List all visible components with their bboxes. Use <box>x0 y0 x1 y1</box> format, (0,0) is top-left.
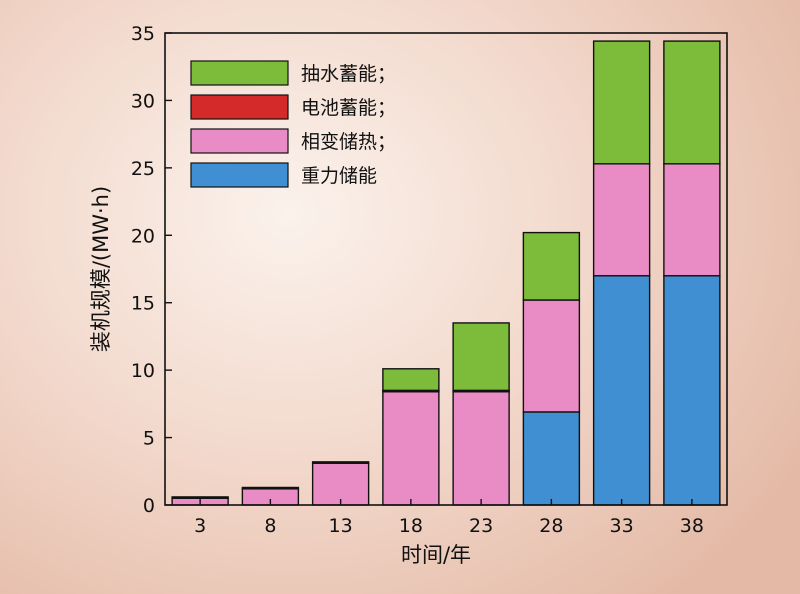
y-tick-label-10: 10 <box>131 360 155 382</box>
bar-segment-23-series-3 <box>452 322 510 392</box>
bar-segment-8-series-2 <box>241 486 300 490</box>
bar-segment-18-series-1 <box>382 391 440 506</box>
y-axis: 0 5 10 15 20 25 30 35 <box>131 23 172 517</box>
legend-swatch-3 <box>190 162 289 188</box>
y-tick-label-25: 25 <box>131 158 155 180</box>
legend: 抽水蓄能； 电池蓄能； 相变储热； 重力储能 <box>190 60 396 188</box>
bar-segment-38-series-0 <box>663 275 721 506</box>
x-tick-label-33: 33 <box>610 515 634 537</box>
bar-segment-28-series-3 <box>522 231 581 301</box>
legend-label-0: 抽水蓄能； <box>301 63 396 85</box>
y-tick-label-30: 30 <box>131 90 155 112</box>
y-tick-label-20: 20 <box>131 225 155 247</box>
x-tick-label-28: 28 <box>539 515 563 537</box>
x-axis: 3 8 13 18 23 28 33 38 <box>194 499 704 537</box>
bar-segment-33-series-0 <box>592 275 651 506</box>
x-tick-label-13: 13 <box>329 515 353 537</box>
x-axis-label: 时间/年 <box>401 543 471 567</box>
y-tick-label-15: 15 <box>131 293 155 315</box>
legend-swatch-0 <box>190 60 289 86</box>
x-tick-label-23: 23 <box>469 515 493 537</box>
bars-layer <box>171 40 721 506</box>
y-tick-label-35: 35 <box>131 23 155 45</box>
bar-segment-38-series-1 <box>663 163 721 277</box>
y-tick-label-5: 5 <box>143 428 155 450</box>
legend-swatch-1 <box>190 94 289 120</box>
bar-segment-38-series-3 <box>663 40 721 165</box>
legend-label-3: 重力储能 <box>301 165 377 187</box>
bar-segment-28-series-0 <box>522 411 581 506</box>
x-tick-label-8: 8 <box>264 515 276 537</box>
bar-segment-13-series-1 <box>311 462 370 506</box>
bar-segment-18-series-3 <box>382 368 440 392</box>
legend-swatch-2 <box>190 128 289 154</box>
plot-frame <box>164 32 728 506</box>
y-axis-label: 装机规模/(MW·h) <box>89 186 113 352</box>
bar-segment-28-series-1 <box>522 299 581 413</box>
x-tick-label-3: 3 <box>194 515 206 537</box>
legend-label-2: 相变储热； <box>301 131 396 153</box>
bar-segment-23-series-1 <box>452 391 510 506</box>
bar-segment-33-series-3 <box>592 40 651 165</box>
bar-segment-33-series-1 <box>592 163 651 277</box>
x-tick-label-38: 38 <box>680 515 704 537</box>
bar-segment-13-series-2 <box>311 461 370 464</box>
bar-segment-3-series-2 <box>171 496 229 499</box>
x-tick-label-18: 18 <box>399 515 423 537</box>
legend-label-1: 电池蓄能； <box>301 97 396 119</box>
y-tick-label-0: 0 <box>143 495 155 517</box>
